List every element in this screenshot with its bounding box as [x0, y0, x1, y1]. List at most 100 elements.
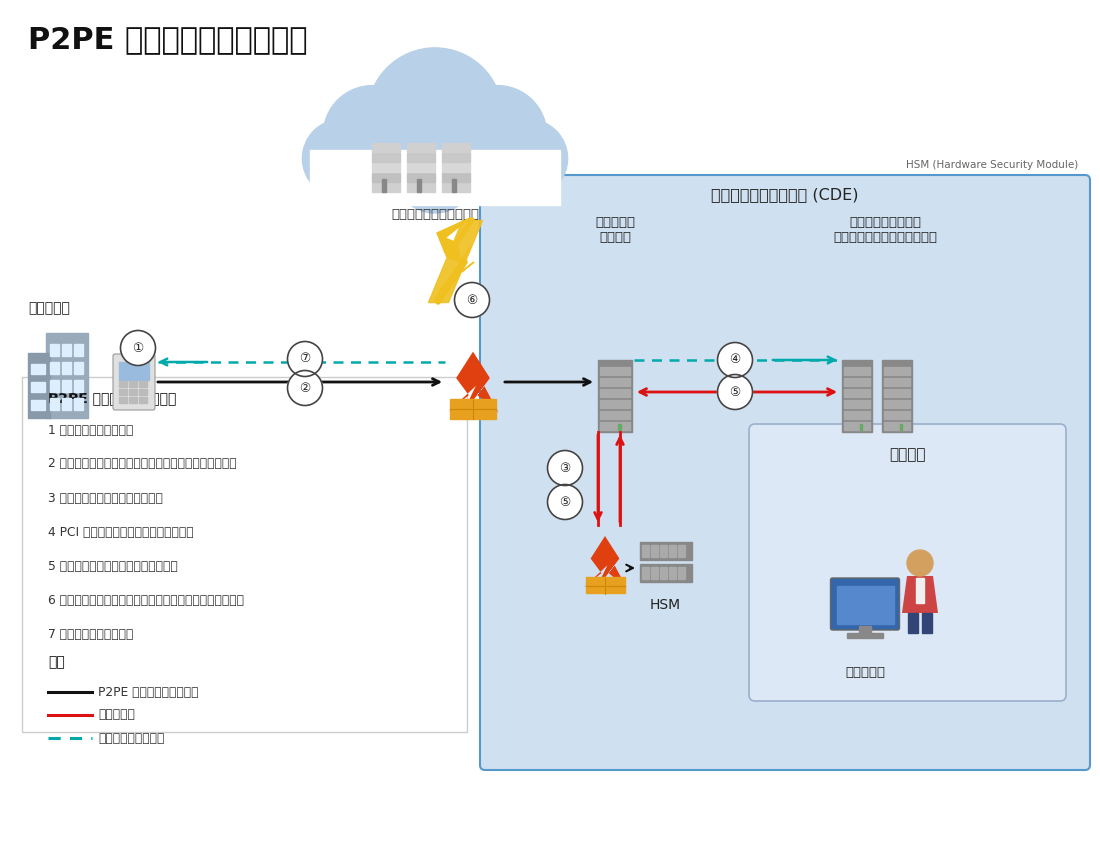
- Circle shape: [302, 119, 381, 197]
- Bar: [450, 400, 496, 418]
- Bar: [62, 380, 72, 392]
- Bar: [74, 362, 82, 374]
- Bar: [129, 389, 138, 395]
- Polygon shape: [448, 352, 498, 415]
- Text: 5 復号されたトランザクションデータ: 5 復号されたトランザクションデータ: [48, 559, 178, 573]
- Circle shape: [448, 86, 547, 184]
- Text: 平文データ: 平文データ: [98, 709, 135, 722]
- Bar: [844, 367, 870, 375]
- Bar: [139, 397, 147, 403]
- Bar: [28, 353, 50, 418]
- Text: 3 暗号化されたトランザクション: 3 暗号化されたトランザクション: [48, 491, 163, 505]
- Text: カード会山データの
保存と処理（プロセシング）: カード会山データの 保存と処理（プロセシング）: [833, 216, 937, 244]
- Bar: [372, 153, 400, 162]
- Bar: [660, 545, 667, 557]
- Bar: [31, 364, 45, 374]
- Bar: [844, 422, 870, 430]
- Bar: [600, 422, 630, 430]
- Text: 6 ペイメントネットワークに送付されるトランザクション: 6 ペイメントネットワークに送付されるトランザクション: [48, 593, 244, 607]
- Bar: [884, 411, 910, 419]
- Text: 加盟店店舗: 加盟店店舗: [28, 301, 70, 315]
- Text: HSM: HSM: [649, 598, 681, 612]
- Bar: [372, 173, 400, 182]
- FancyBboxPatch shape: [480, 175, 1090, 770]
- FancyBboxPatch shape: [749, 424, 1066, 701]
- Bar: [442, 183, 470, 192]
- Bar: [598, 360, 632, 432]
- Bar: [884, 378, 910, 386]
- Text: 復号管理者: 復号管理者: [845, 666, 886, 678]
- Text: 4 PCI ブランド以外のトランザクション: 4 PCI ブランド以外のトランザクション: [48, 525, 194, 539]
- Bar: [642, 545, 649, 557]
- Text: 7 トランザクション応答: 7 トランザクション応答: [48, 627, 133, 641]
- Bar: [50, 398, 59, 410]
- Bar: [660, 567, 667, 579]
- Bar: [669, 567, 676, 579]
- Circle shape: [323, 86, 422, 184]
- Bar: [836, 586, 893, 624]
- Bar: [119, 389, 126, 395]
- Bar: [372, 163, 400, 172]
- Bar: [842, 360, 872, 432]
- Bar: [50, 380, 59, 392]
- Text: ③: ③: [560, 462, 571, 474]
- Text: HSM (Hardware Security Module): HSM (Hardware Security Module): [905, 160, 1078, 170]
- Circle shape: [548, 450, 583, 485]
- Bar: [119, 362, 148, 380]
- Bar: [844, 411, 870, 419]
- Bar: [74, 380, 82, 392]
- Bar: [884, 422, 910, 430]
- Bar: [442, 173, 470, 182]
- Text: 1 トランザクション開始: 1 トランザクション開始: [48, 423, 133, 437]
- Text: ①: ①: [132, 342, 144, 354]
- Bar: [600, 389, 630, 397]
- Text: ペイメントネットワーク: ペイメントネットワーク: [390, 208, 478, 222]
- Bar: [442, 153, 470, 162]
- Bar: [900, 424, 902, 430]
- Bar: [600, 411, 630, 419]
- Circle shape: [454, 282, 490, 318]
- Text: 非アカウントデータ: 非アカウントデータ: [98, 732, 164, 745]
- Circle shape: [717, 343, 752, 377]
- Bar: [129, 381, 138, 387]
- Bar: [62, 362, 72, 374]
- Bar: [46, 333, 88, 418]
- Circle shape: [548, 484, 583, 519]
- Text: カード会山データ環境 (CDE): カード会山データ環境 (CDE): [712, 188, 859, 202]
- Bar: [844, 378, 870, 386]
- Bar: [417, 178, 421, 192]
- Bar: [119, 381, 126, 387]
- Bar: [372, 143, 400, 152]
- Bar: [585, 576, 625, 593]
- Bar: [382, 178, 386, 192]
- Bar: [310, 150, 560, 205]
- Circle shape: [361, 122, 444, 205]
- FancyBboxPatch shape: [113, 354, 155, 410]
- Bar: [884, 400, 910, 408]
- Bar: [600, 400, 630, 408]
- Bar: [74, 344, 82, 356]
- Bar: [407, 163, 434, 172]
- Bar: [859, 626, 871, 636]
- FancyBboxPatch shape: [22, 377, 467, 732]
- Text: ⑤: ⑤: [560, 496, 571, 508]
- Bar: [882, 360, 912, 432]
- Bar: [884, 367, 910, 375]
- Bar: [407, 173, 434, 182]
- Text: ⑦: ⑦: [299, 353, 310, 366]
- Circle shape: [287, 371, 322, 405]
- Bar: [922, 613, 932, 633]
- Bar: [651, 567, 658, 579]
- Bar: [640, 564, 692, 582]
- Bar: [119, 397, 126, 403]
- Bar: [139, 381, 147, 387]
- FancyBboxPatch shape: [830, 578, 900, 630]
- Bar: [372, 183, 400, 192]
- Circle shape: [717, 375, 752, 410]
- Bar: [62, 344, 72, 356]
- Polygon shape: [902, 576, 938, 613]
- Bar: [50, 362, 59, 374]
- Bar: [844, 389, 870, 397]
- Bar: [452, 178, 456, 192]
- Bar: [600, 378, 630, 386]
